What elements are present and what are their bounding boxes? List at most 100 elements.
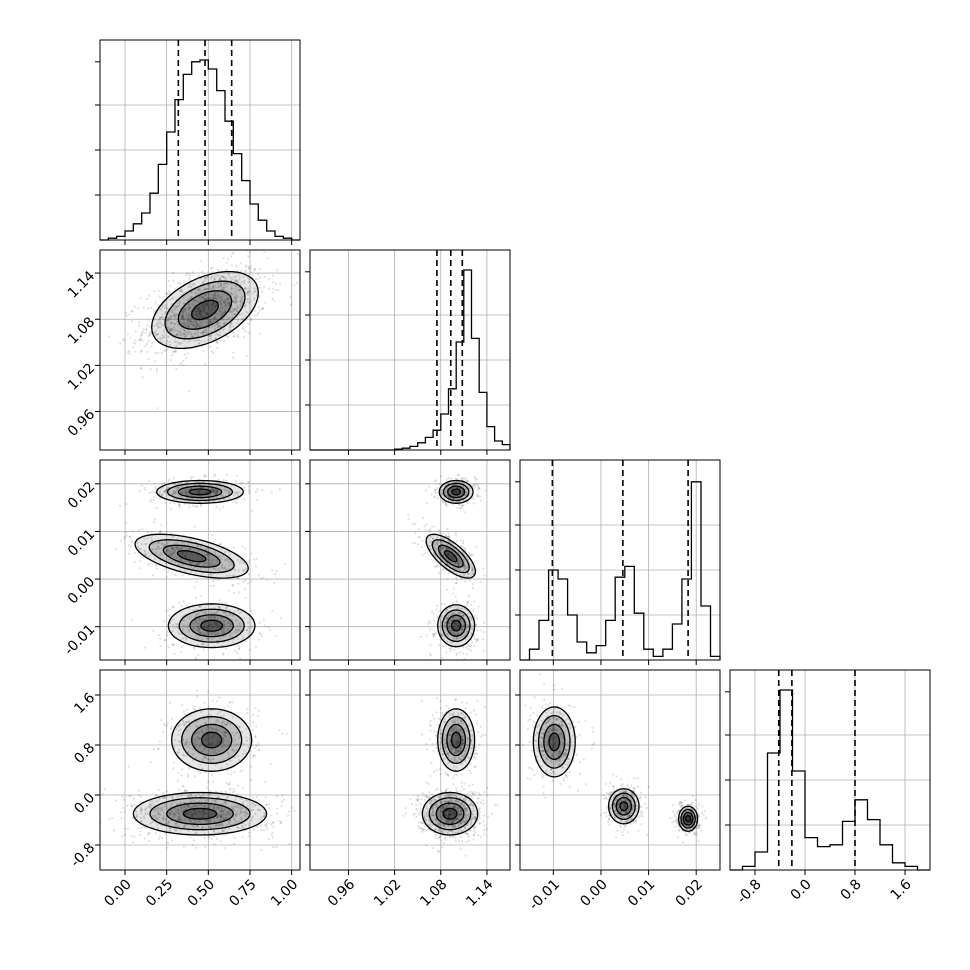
sample-point <box>244 269 247 272</box>
sample-point <box>185 325 188 328</box>
sample-point <box>167 480 170 483</box>
sample-point <box>203 306 206 309</box>
sample-point <box>165 818 168 822</box>
sample-point <box>459 607 462 611</box>
sample-point <box>228 492 231 495</box>
sample-point <box>197 491 201 494</box>
sample-point <box>223 277 226 280</box>
sample-point <box>158 835 161 838</box>
sample-point <box>218 599 221 602</box>
sample-point <box>215 340 218 343</box>
sample-point <box>210 709 213 712</box>
sample-point <box>483 574 486 577</box>
contour-line <box>441 609 471 643</box>
sample-point <box>225 488 228 491</box>
sample-point <box>144 807 147 810</box>
sample-point <box>438 610 441 613</box>
sample-point <box>198 631 201 634</box>
sample-point <box>221 829 224 832</box>
sample-point <box>207 306 211 309</box>
sample-point <box>467 594 470 598</box>
sample-point <box>211 699 214 702</box>
sample-point <box>453 483 456 486</box>
sample-point <box>217 286 220 289</box>
sample-point <box>259 286 262 289</box>
sample-point <box>203 475 206 478</box>
sample-point <box>258 631 261 635</box>
sample-point <box>249 289 252 293</box>
sample-point <box>205 287 208 290</box>
sample-point <box>140 820 143 823</box>
sample-point <box>254 707 257 710</box>
sample-point <box>475 623 478 627</box>
sample-point <box>267 838 271 841</box>
sample-point <box>191 561 194 564</box>
sample-point <box>178 740 181 743</box>
sample-point <box>447 621 450 624</box>
sample-point <box>197 308 200 311</box>
sample-point <box>244 596 247 600</box>
sample-point <box>169 327 172 330</box>
sample-point <box>216 346 219 350</box>
sample-point <box>171 642 174 645</box>
sample-point <box>199 795 203 798</box>
sample-point <box>455 652 458 655</box>
sample-point <box>201 331 204 334</box>
sample-point <box>421 539 424 542</box>
sample-point <box>179 327 182 331</box>
sample-point <box>165 292 168 295</box>
sample-point <box>257 273 260 276</box>
sample-point <box>266 579 269 582</box>
sample-point <box>207 624 211 628</box>
sample-point <box>268 287 271 290</box>
sample-point <box>244 287 247 290</box>
sample-point <box>452 616 455 619</box>
sample-point <box>229 326 232 329</box>
sample-point <box>214 633 217 637</box>
sample-point <box>264 823 267 826</box>
sample-point <box>441 537 444 540</box>
sample-point <box>461 629 464 632</box>
sample-point <box>450 619 453 622</box>
sample-point <box>238 288 241 292</box>
sample-point <box>151 548 154 551</box>
sample-point <box>227 558 230 561</box>
sample-point <box>267 626 270 629</box>
sample-point <box>204 340 207 343</box>
sample-point <box>429 643 432 647</box>
sample-point <box>194 615 197 618</box>
sample-point <box>194 620 197 623</box>
sample-point <box>221 617 224 620</box>
sample-point <box>460 506 463 510</box>
sample-point <box>458 617 461 621</box>
sample-point <box>247 265 250 268</box>
sample-point <box>435 608 438 611</box>
sample-point <box>130 538 133 541</box>
sample-point <box>173 502 176 505</box>
sample-point <box>196 308 199 311</box>
sample-point <box>265 803 268 806</box>
sample-point <box>212 491 215 494</box>
sample-point <box>183 499 186 502</box>
sample-point <box>211 490 214 493</box>
sample-point <box>193 283 196 286</box>
sample-point <box>159 316 162 319</box>
contour-line <box>166 482 234 502</box>
sample-point <box>156 541 160 545</box>
sample-point <box>217 567 220 570</box>
sample-point <box>161 333 164 337</box>
sample-point <box>247 481 250 485</box>
sample-point <box>241 824 244 827</box>
sample-point <box>203 805 206 808</box>
sample-point <box>257 744 260 747</box>
sample-point <box>172 326 176 329</box>
sample-point <box>174 822 178 825</box>
sample-point <box>160 542 163 545</box>
sample-point <box>255 557 258 561</box>
sample-point <box>471 641 474 644</box>
sample-point <box>246 300 249 304</box>
sample-point <box>234 275 237 278</box>
sample-point <box>204 288 207 291</box>
sample-point <box>148 554 151 557</box>
sample-point <box>255 278 258 281</box>
